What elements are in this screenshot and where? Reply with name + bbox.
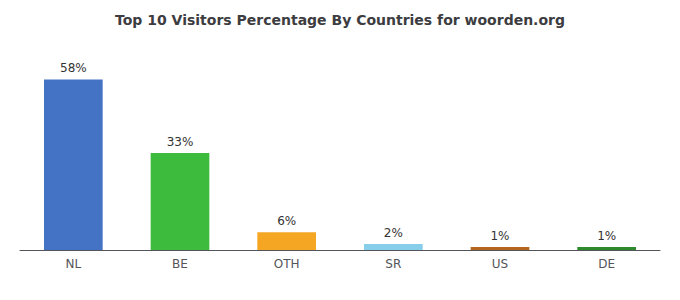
svg-text:58%: 58%	[60, 61, 87, 75]
svg-text:1%: 1%	[597, 229, 616, 243]
svg-text:1%: 1%	[490, 229, 509, 243]
svg-text:OTH: OTH	[274, 257, 300, 271]
svg-text:6%: 6%	[277, 214, 296, 228]
svg-text:33%: 33%	[167, 135, 194, 149]
svg-text:US: US	[492, 257, 508, 271]
svg-text:DE: DE	[598, 257, 615, 271]
svg-text:BE: BE	[172, 257, 188, 271]
svg-text:Top 10 Visitors Percentage By: Top 10 Visitors Percentage By Countries …	[115, 12, 565, 28]
svg-text:SR: SR	[385, 257, 401, 271]
svg-text:NL: NL	[65, 257, 81, 271]
svg-text:2%: 2%	[384, 226, 403, 240]
